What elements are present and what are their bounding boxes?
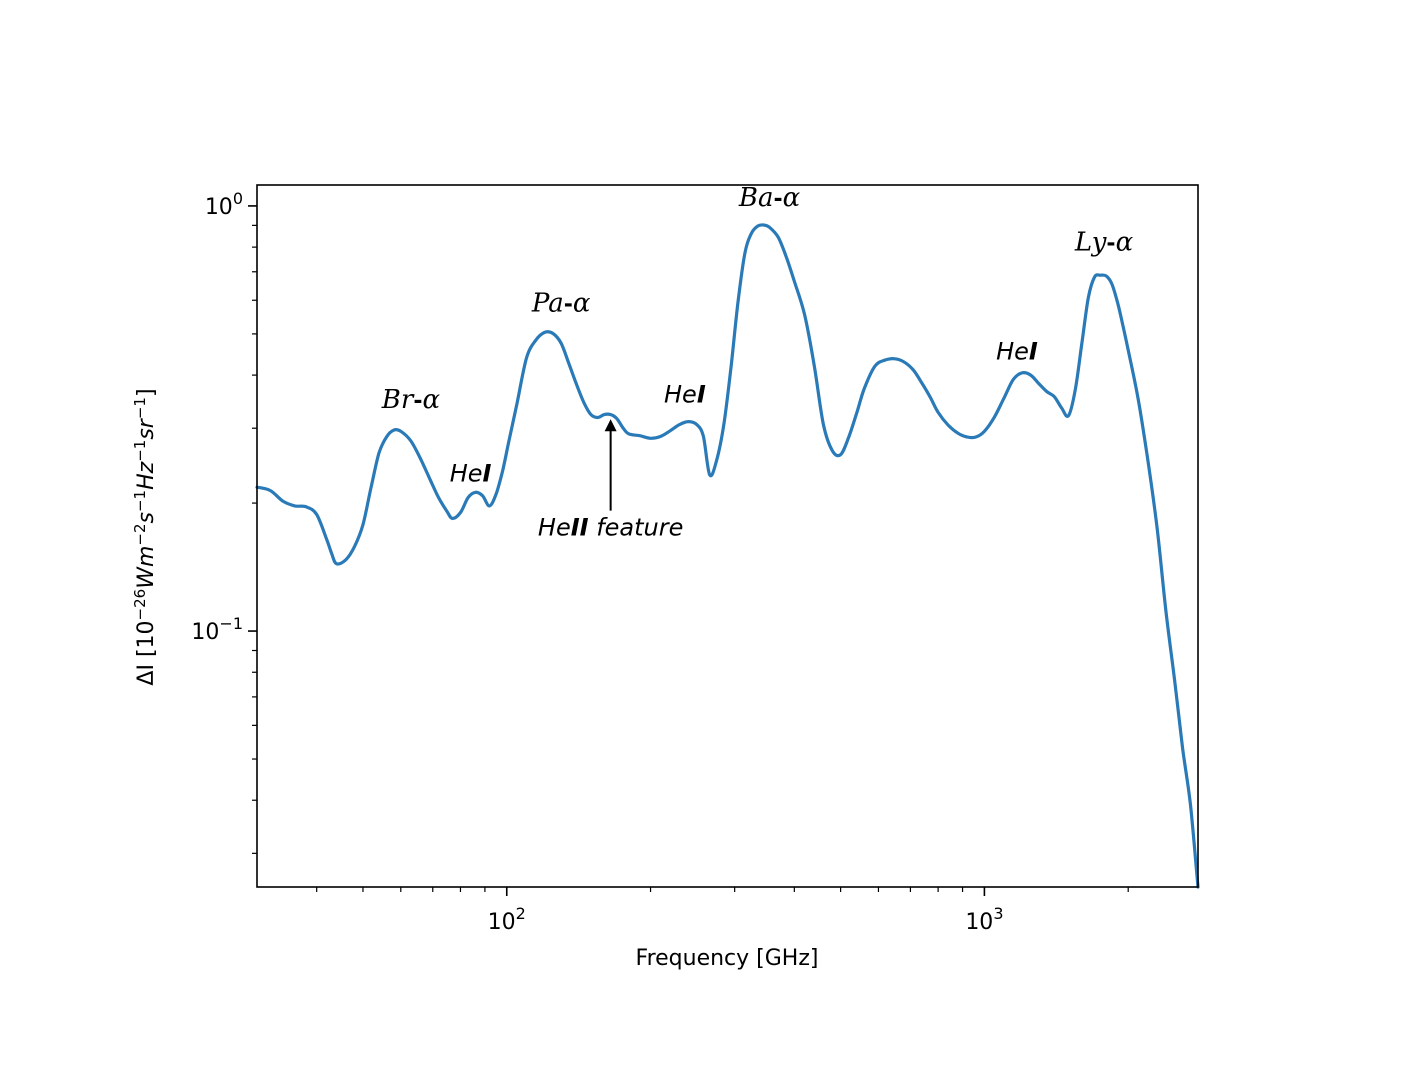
line-label-ion: I	[483, 459, 492, 487]
line-label-species: Ly	[1074, 228, 1107, 258]
line-label-ion: I	[697, 380, 706, 408]
line-label-species: Ba	[738, 183, 774, 213]
plot-area	[257, 185, 1198, 887]
y-tick-label-exp: 0	[233, 189, 243, 208]
x-tick-label-base: 10	[965, 910, 993, 935]
line-label-alpha: α	[573, 288, 591, 318]
line-label-species: Br	[381, 385, 415, 415]
series-line	[255, 223, 1200, 889]
x-minor-ticks	[316, 887, 1129, 892]
line-label-ion: I	[1029, 338, 1038, 366]
y-tick-label-base: 10	[205, 195, 233, 220]
line-label: HeI	[450, 459, 492, 487]
x-tick-label-base: 10	[488, 910, 516, 935]
y-tick-label-base: 10	[191, 620, 219, 645]
line-label-alpha: α	[422, 385, 440, 415]
line-label: Pa-α	[531, 288, 591, 318]
x-tick-label: 102	[488, 904, 526, 935]
line-label-alpha: α	[1116, 228, 1134, 258]
y-minor-ticks	[252, 224, 257, 854]
line-label-species: He	[996, 338, 1029, 366]
line-label: Ly-α	[1074, 228, 1134, 258]
line-label-species: Pa	[531, 288, 564, 318]
arrow-annotation: HeII feature	[538, 419, 683, 541]
arrow-label-species: He	[538, 513, 571, 541]
arrow-label-ion: II	[571, 513, 589, 541]
x-axis-label: Frequency [GHz]	[636, 946, 819, 971]
arrow-label: HeII feature	[538, 513, 683, 541]
y-tick-label: 100	[205, 189, 243, 220]
x-major-ticks: 102 103	[488, 887, 1004, 935]
line-label-dash: -	[413, 389, 422, 414]
x-tick-label-exp: 2	[516, 904, 526, 923]
line-label-species: He	[664, 380, 697, 408]
line-label: Ba-α	[738, 183, 801, 213]
arrow-head	[604, 419, 617, 432]
line-label-dash: -	[564, 292, 573, 317]
y-tick-label-exp: −1	[219, 614, 243, 633]
y-tick-label: 10−1	[191, 614, 243, 645]
line-label-dash: -	[1106, 232, 1115, 257]
line-label: HeI	[664, 380, 706, 408]
line-label: Br-α	[381, 385, 441, 415]
y-axis-label: ΔI [10−26Wm−2s−1Hz−1sr−1]	[131, 388, 159, 685]
arrow-label-text: feature	[589, 513, 684, 541]
line-label-species: He	[450, 459, 483, 487]
line-label-alpha: α	[783, 183, 801, 213]
line-label-dash: -	[774, 187, 783, 212]
line-label: HeI	[996, 338, 1038, 366]
x-tick-label: 103	[965, 904, 1003, 935]
plot-frame	[256, 184, 1199, 888]
x-tick-label-exp: 3	[993, 904, 1003, 923]
